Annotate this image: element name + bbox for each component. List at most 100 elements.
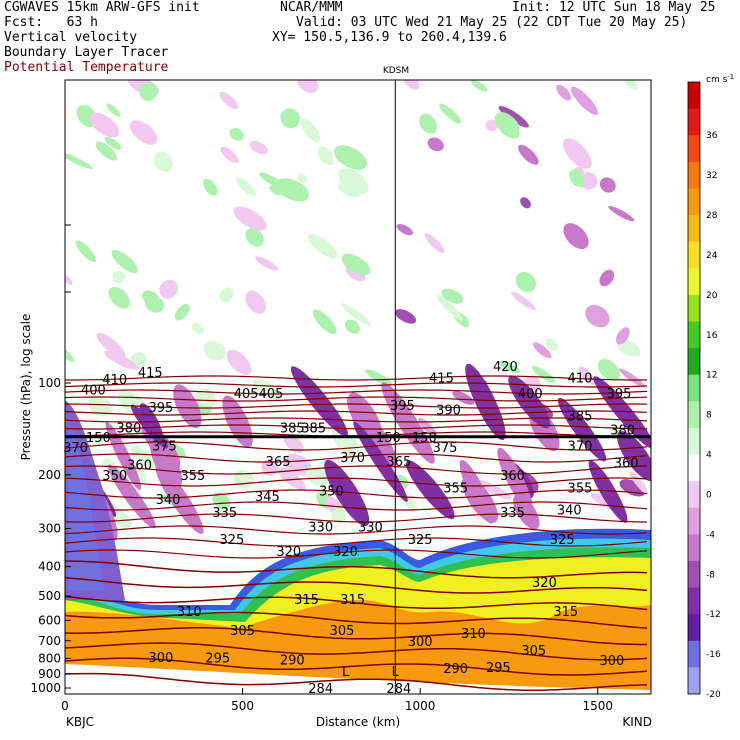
wave-patch — [344, 319, 360, 334]
colorbar-swatch — [688, 108, 700, 136]
theta-label: 365 — [266, 455, 291, 470]
theta-label: 380 — [610, 423, 635, 438]
theta-label: 295 — [205, 652, 230, 667]
x-tick-label: 0 — [61, 699, 69, 713]
wave-patch — [331, 508, 346, 524]
potential-temperature-contours — [65, 375, 648, 691]
wave-patch — [255, 256, 279, 271]
wave-patch — [297, 173, 307, 183]
theta-label: 410 — [568, 372, 593, 387]
wave-patch — [222, 395, 253, 448]
wave-patch — [89, 112, 120, 138]
colorbar-swatch — [688, 82, 700, 110]
wave-patch — [220, 146, 239, 164]
wave-patch — [297, 80, 319, 94]
wave-patch — [245, 290, 266, 314]
colorbar-swatch — [688, 348, 700, 376]
wave-patch — [283, 453, 312, 476]
theta-label: 400 — [81, 383, 106, 398]
isentrope — [65, 501, 648, 511]
theta-label: 320 — [532, 576, 557, 591]
isentrope — [65, 537, 648, 547]
wave-patch — [599, 177, 616, 193]
isentrope — [65, 549, 648, 559]
theta-label: 305 — [330, 624, 355, 639]
wave-patch — [253, 378, 282, 401]
theta-label: 290 — [443, 662, 468, 677]
wave-patch — [130, 445, 156, 469]
y-tick-label: 400 — [38, 560, 61, 574]
theta-label: 395 — [390, 399, 415, 414]
wave-patch — [459, 459, 494, 524]
wave-patch — [333, 145, 368, 170]
wave-patch — [533, 342, 552, 359]
tropopause-label-left: 150 — [86, 431, 111, 446]
theta-label: 355 — [568, 481, 593, 496]
x-tick-label: 1500 — [582, 699, 613, 713]
wave-patch — [427, 137, 444, 152]
wave-patch — [557, 397, 607, 462]
wave-patch — [149, 436, 183, 489]
wave-patch — [452, 390, 475, 405]
wave-patch — [337, 183, 361, 198]
wave-patch — [485, 119, 498, 132]
theta-label: 290 — [280, 653, 305, 668]
wave-patch — [174, 304, 190, 321]
colorbar-swatch — [688, 507, 700, 535]
theta-label: 300 — [408, 635, 433, 650]
isentrope — [65, 477, 648, 487]
wave-patch — [381, 382, 435, 464]
wave-patch — [212, 492, 231, 510]
y-tick-label: 1000 — [30, 681, 61, 695]
wave-patch — [599, 269, 615, 287]
wave-patch — [570, 86, 598, 115]
theta-label: 305 — [521, 644, 546, 659]
colorbar: 36 32 28 24 20 16 12 8 4 0 -4 -8 -12 -16 -20 — [687, 81, 721, 700]
colorbar-label: 4 — [706, 451, 712, 461]
wave-patch — [139, 82, 158, 102]
theta-label: 395 — [148, 401, 173, 416]
isentrope — [65, 375, 648, 381]
colorbar-swatch — [688, 640, 700, 668]
theta-label: 365 — [386, 455, 411, 470]
theta-label: 300 — [600, 654, 625, 669]
colorbar-label: 32 — [706, 171, 717, 181]
wave-patch — [112, 270, 126, 284]
header-line1-right: Init: 12 UTC Sun 18 May 25 — [512, 0, 716, 15]
wave-patch — [520, 197, 531, 209]
wave-patch — [145, 296, 165, 313]
colorbar-swatch — [688, 321, 700, 349]
wave-patch — [579, 171, 598, 190]
colorbar-label: 12 — [706, 371, 717, 381]
theta-label: 300 — [148, 651, 173, 666]
wave-patch — [616, 339, 641, 357]
theta-label: 405 — [259, 387, 284, 402]
wave-patch — [95, 141, 117, 161]
wave-patch — [471, 80, 488, 92]
theta-label: 360 — [614, 456, 639, 471]
theta-label: 320 — [333, 545, 358, 560]
colorbar-label: 0 — [706, 490, 712, 500]
isentrope — [65, 560, 648, 579]
isentrope — [65, 642, 648, 661]
y-tick-label: 500 — [38, 589, 61, 603]
wave-patch — [290, 366, 348, 437]
theta-label: 284 — [386, 682, 411, 697]
theta-label: 345 — [255, 490, 280, 505]
wave-patch — [497, 447, 533, 512]
header-line3-right: XY= 150.5,136.9 to 260.4,139.6 — [272, 30, 507, 45]
wave-patch — [283, 433, 304, 454]
y-tick-label: 600 — [38, 613, 61, 627]
x-right-station: KIND — [622, 715, 652, 729]
colorbar-swatch — [688, 534, 700, 562]
colorbar-swatch — [688, 427, 700, 456]
wave-patch — [511, 291, 536, 311]
wave-patch — [104, 350, 139, 370]
isentrope — [65, 657, 648, 676]
isentrope — [65, 525, 648, 535]
wave-patch — [108, 286, 130, 309]
wave-patch — [130, 423, 147, 435]
colorbar-swatch — [688, 241, 700, 269]
tropopause-label-right: 150 — [412, 431, 437, 446]
